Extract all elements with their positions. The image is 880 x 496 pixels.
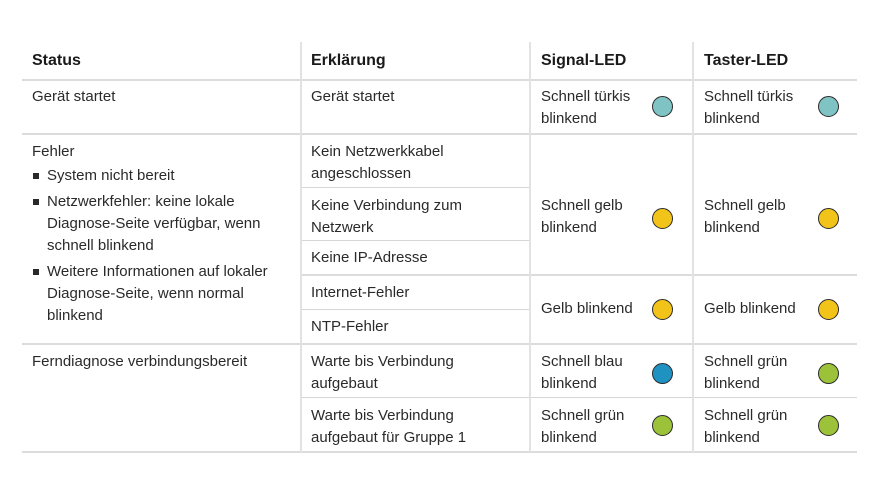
status-fehler-title: Fehler: [32, 143, 75, 160]
sub-divider: [301, 397, 857, 398]
table-bottom-line: [22, 451, 857, 453]
status-cell: Gerät startet: [32, 88, 116, 105]
led-gruen-icon: [652, 415, 673, 436]
erklaerung-cell: Internet-Fehler: [311, 284, 410, 301]
header-divider: [22, 79, 857, 81]
led-tuerkis-icon: [818, 96, 839, 117]
header-taster-led: Taster-LED: [704, 52, 789, 69]
taster-led-text: Schnell türkis blinkend: [704, 88, 794, 127]
signal-led-text: Gelb blinkend: [541, 300, 633, 317]
erklaerung-cell: Kein Netzwerkkabel angeschlossen: [311, 143, 444, 182]
led-gruen-icon: [818, 415, 839, 436]
erklaerung-cell: Keine IP-Adresse: [311, 249, 428, 266]
signal-led-text: Schnell blau blinkend: [541, 353, 623, 392]
sub-divider: [301, 309, 531, 310]
signal-led-text: Schnell gelb blinkend: [541, 197, 623, 236]
sub-divider: [301, 187, 531, 188]
taster-led-text: Gelb blinkend: [704, 300, 796, 317]
erklaerung-cell: Warte bis Verbindung aufgebaut für Grupp…: [311, 407, 467, 446]
led-gelb-icon: [818, 299, 839, 320]
sub-divider: [301, 274, 857, 276]
erklaerung-cell: Keine Verbindung zum Netzwerk: [311, 197, 462, 236]
led-gelb-icon: [652, 208, 673, 229]
signal-led-text: Schnell türkis blinkend: [541, 88, 631, 127]
fehler-bullet: Netzwerkfehler: keine lokale Diagnose-Se…: [32, 191, 290, 257]
fehler-bullet: System nicht bereit: [32, 165, 290, 187]
led-tuerkis-icon: [652, 96, 673, 117]
status-cell-fehler: Fehler System nicht bereit Netzwerkfehle…: [22, 135, 300, 331]
led-gelb-icon: [818, 208, 839, 229]
erklaerung-cell: NTP-Fehler: [311, 318, 389, 335]
erklaerung-cell: Warte bis Verbindung aufgebaut: [311, 353, 454, 392]
sub-divider: [301, 240, 531, 241]
row-divider: [22, 343, 857, 345]
taster-led-text: Schnell gelb blinkend: [704, 197, 786, 236]
led-gruen-icon: [818, 363, 839, 384]
row-divider: [22, 133, 857, 135]
status-cell: Ferndiagnose verbindungsbereit: [32, 353, 248, 370]
taster-led-text: Schnell grün blinkend: [704, 353, 788, 392]
led-gelb-icon: [652, 299, 673, 320]
column-divider: [300, 42, 302, 452]
header-status: Status: [32, 52, 81, 69]
header-signal-led: Signal-LED: [541, 52, 627, 69]
erklaerung-cell: Gerät startet: [311, 88, 395, 105]
fehler-bullet: Weitere Informationen auf lokaler Diagno…: [32, 261, 290, 327]
header-erklaerung: Erklärung: [311, 52, 386, 69]
column-divider: [692, 42, 694, 452]
signal-led-text: Schnell grün blinkend: [541, 407, 625, 446]
column-divider: [529, 42, 531, 452]
fehler-bullet-list: System nicht bereit Netzwerkfehler: kein…: [32, 165, 290, 327]
taster-led-text: Schnell grün blinkend: [704, 407, 788, 446]
led-blau-icon: [652, 363, 673, 384]
